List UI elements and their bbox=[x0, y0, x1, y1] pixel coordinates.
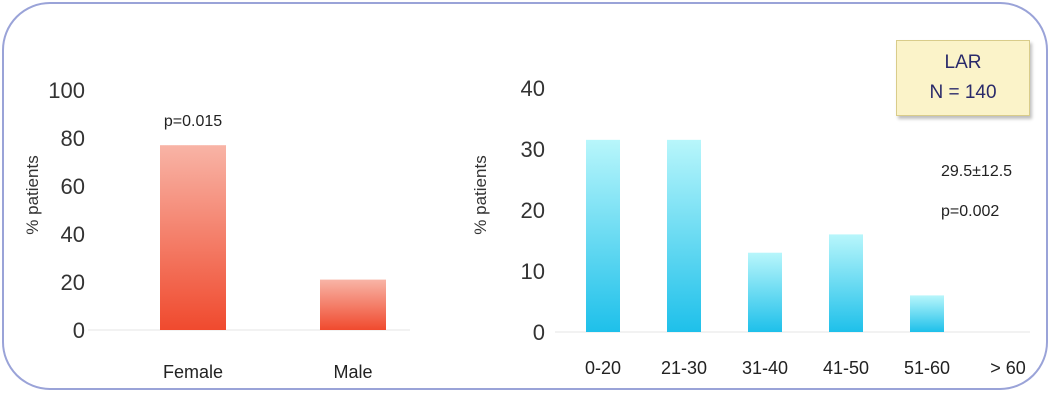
left-y-tick-label: 60 bbox=[61, 174, 85, 199]
left-y-tick-label: 0 bbox=[73, 318, 85, 343]
left-y-tick-label: 20 bbox=[61, 270, 85, 295]
left-bar bbox=[160, 145, 226, 330]
right-bar bbox=[829, 234, 863, 332]
right-bar bbox=[748, 252, 782, 332]
right-y-tick-label: 40 bbox=[521, 76, 545, 101]
right-category-label: 51-60 bbox=[904, 358, 950, 378]
right-y-tick-label: 30 bbox=[521, 137, 545, 162]
right-bar bbox=[667, 139, 701, 332]
lar-box-count: N = 140 bbox=[929, 82, 997, 103]
right-p-value-annotation: p=0.002 bbox=[941, 203, 999, 220]
right-y-tick-label: 20 bbox=[521, 198, 545, 223]
right-bar bbox=[910, 295, 944, 332]
left-chart-marks: 0 20 40 60 80 100 Female Male bbox=[48, 78, 410, 382]
right-y-axis-label: % patients bbox=[471, 155, 490, 234]
lar-info-box: LAR N = 140 bbox=[896, 40, 1030, 116]
right-mean-annotation: 29.5±12.5 bbox=[941, 163, 1012, 180]
left-y-tick-label: 40 bbox=[61, 222, 85, 247]
left-category-label: Female bbox=[163, 362, 223, 382]
lar-box-title: LAR bbox=[944, 52, 982, 73]
right-y-tick-label: 10 bbox=[521, 259, 545, 284]
right-category-label: > 60 bbox=[990, 358, 1026, 378]
right-category-label: 31-40 bbox=[742, 358, 788, 378]
right-y-tick-label: 0 bbox=[533, 320, 545, 345]
left-bar bbox=[320, 279, 386, 330]
left-y-tick-label: 100 bbox=[48, 78, 85, 103]
right-chart-marks: 0 10 20 30 40 0-20 21-30 31-40 41-50 51-60 > 60 bbox=[521, 76, 1030, 378]
right-category-label: 41-50 bbox=[823, 358, 869, 378]
right-category-label: 21-30 bbox=[661, 358, 707, 378]
left-category-label: Male bbox=[333, 362, 372, 382]
left-y-axis-label: % patients bbox=[23, 155, 42, 234]
left-y-tick-label: 80 bbox=[61, 126, 85, 151]
right-bar bbox=[586, 139, 620, 332]
right-category-label: 0-20 bbox=[585, 358, 621, 378]
left-p-value-annotation: p=0.015 bbox=[164, 113, 222, 130]
